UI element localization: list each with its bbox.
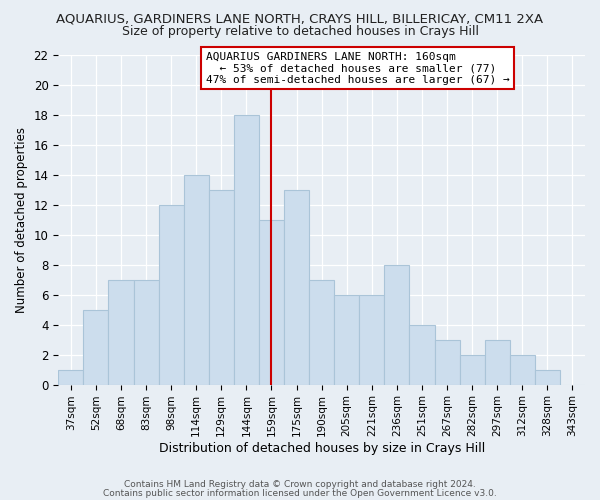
Y-axis label: Number of detached properties: Number of detached properties <box>15 127 28 313</box>
Bar <box>359 294 385 384</box>
Bar <box>309 280 334 384</box>
Bar <box>510 354 535 384</box>
Bar <box>334 294 359 384</box>
Text: Contains HM Land Registry data © Crown copyright and database right 2024.: Contains HM Land Registry data © Crown c… <box>124 480 476 489</box>
Bar <box>158 205 184 384</box>
Bar <box>83 310 109 384</box>
Bar <box>259 220 284 384</box>
Text: Size of property relative to detached houses in Crays Hill: Size of property relative to detached ho… <box>121 25 479 38</box>
Bar <box>58 370 83 384</box>
X-axis label: Distribution of detached houses by size in Crays Hill: Distribution of detached houses by size … <box>158 442 485 455</box>
Bar <box>284 190 309 384</box>
Bar <box>209 190 234 384</box>
Bar <box>234 115 259 384</box>
Bar <box>460 354 485 384</box>
Bar <box>134 280 158 384</box>
Bar <box>385 264 409 384</box>
Bar <box>109 280 134 384</box>
Bar <box>184 175 209 384</box>
Bar <box>485 340 510 384</box>
Bar <box>535 370 560 384</box>
Bar <box>409 324 434 384</box>
Text: Contains public sector information licensed under the Open Government Licence v3: Contains public sector information licen… <box>103 488 497 498</box>
Bar <box>434 340 460 384</box>
Text: AQUARIUS GARDINERS LANE NORTH: 160sqm
  ← 53% of detached houses are smaller (77: AQUARIUS GARDINERS LANE NORTH: 160sqm ← … <box>206 52 509 85</box>
Text: AQUARIUS, GARDINERS LANE NORTH, CRAYS HILL, BILLERICAY, CM11 2XA: AQUARIUS, GARDINERS LANE NORTH, CRAYS HI… <box>56 12 544 26</box>
